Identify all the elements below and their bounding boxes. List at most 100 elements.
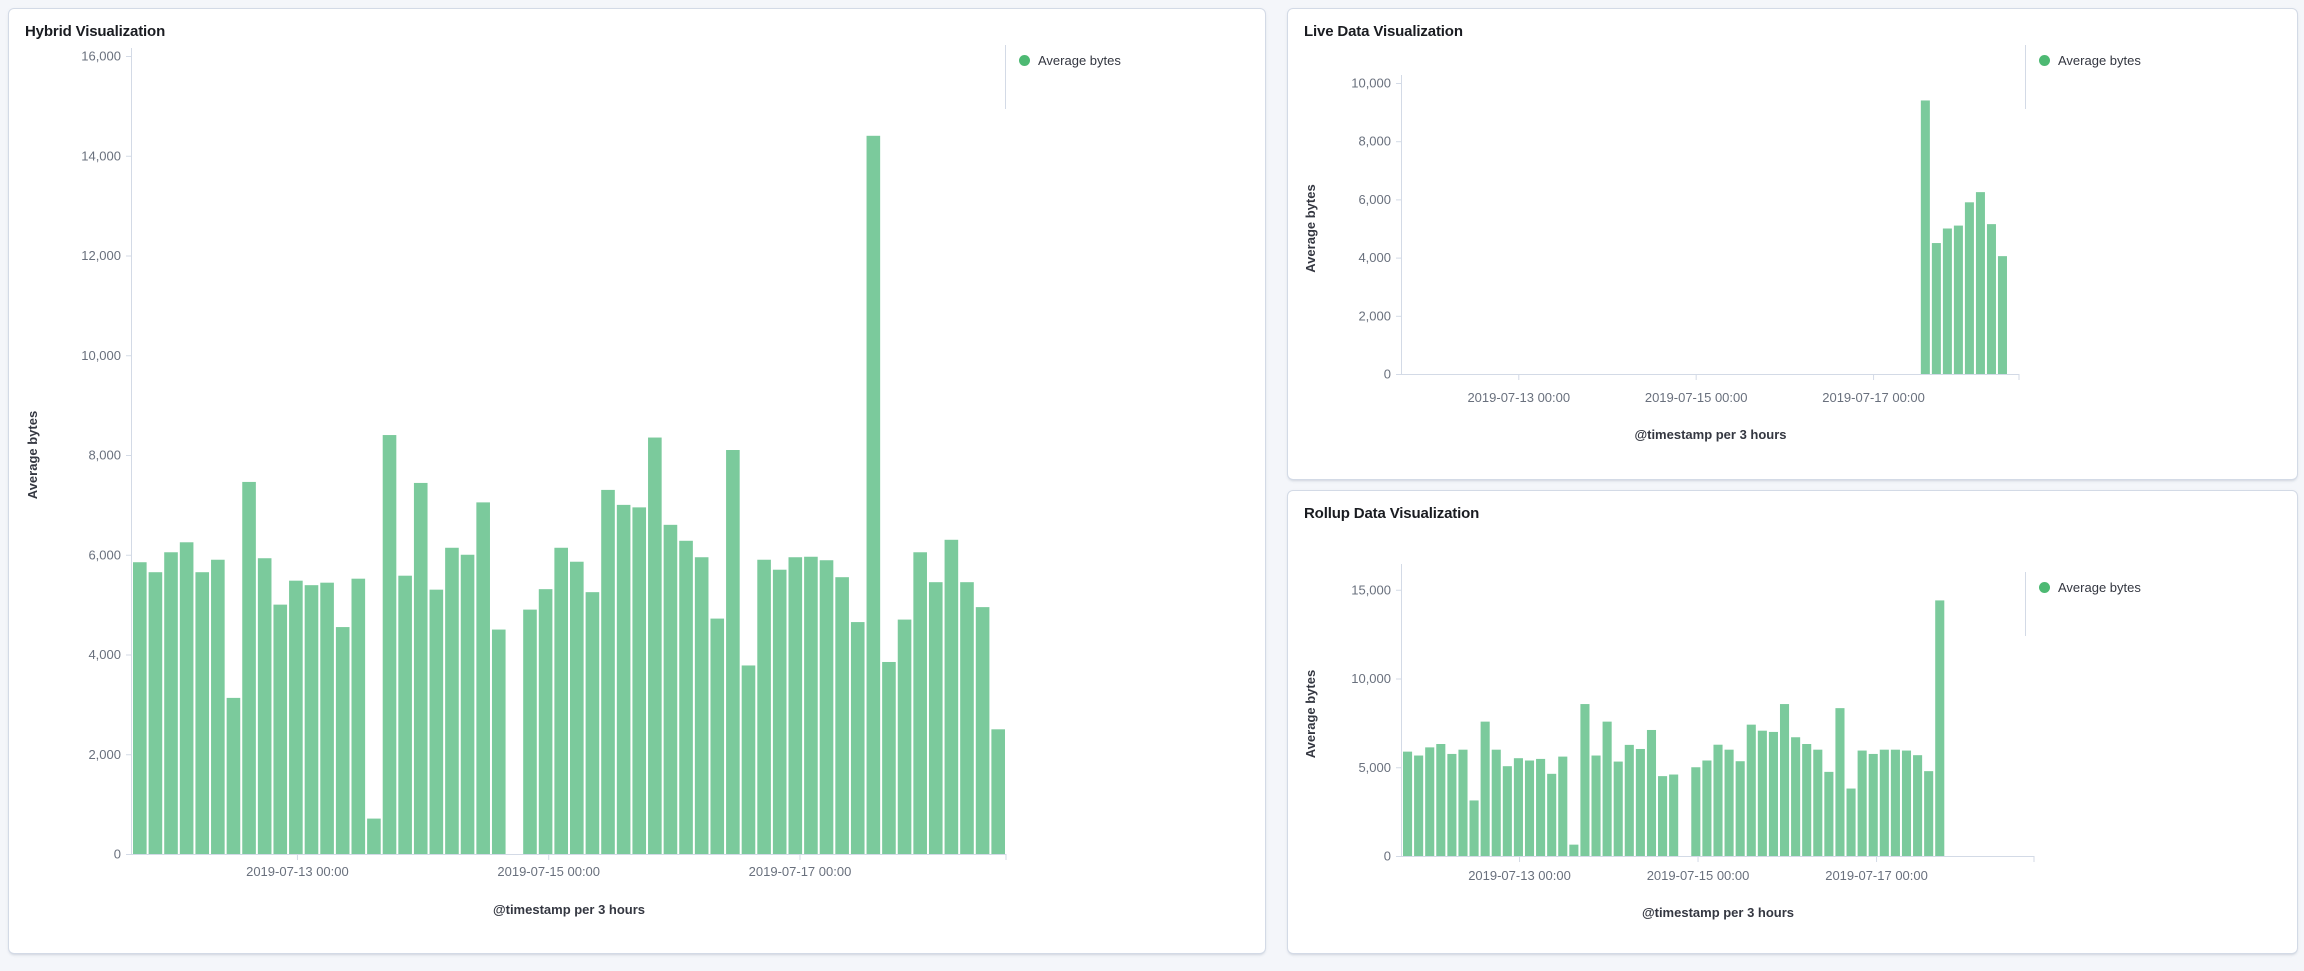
bar[interactable]: [1524, 760, 1535, 857]
bar[interactable]: [1824, 771, 1834, 857]
bar[interactable]: [304, 585, 319, 854]
bar[interactable]: [211, 559, 225, 854]
bar[interactable]: [1768, 731, 1778, 856]
bar[interactable]: [476, 502, 490, 854]
bar[interactable]: [570, 561, 584, 854]
bar[interactable]: [413, 482, 428, 854]
bar[interactable]: [1591, 755, 1601, 856]
bar[interactable]: [351, 578, 366, 854]
bar[interactable]: [1436, 744, 1446, 856]
bar[interactable]: [1602, 721, 1612, 856]
bar[interactable]: [960, 582, 974, 854]
bar[interactable]: [928, 582, 943, 854]
bar[interactable]: [1491, 749, 1501, 856]
bar[interactable]: [741, 665, 756, 854]
bar[interactable]: [632, 507, 647, 854]
bar[interactable]: [1964, 202, 1974, 374]
bar[interactable]: [1735, 761, 1745, 856]
bar[interactable]: [429, 589, 444, 854]
bar[interactable]: [1669, 774, 1679, 856]
bar[interactable]: [538, 589, 553, 854]
bar[interactable]: [1901, 750, 1912, 856]
bar[interactable]: [1447, 753, 1457, 856]
bar[interactable]: [1558, 756, 1568, 856]
bar[interactable]: [226, 697, 241, 854]
bar[interactable]: [554, 547, 568, 854]
bar[interactable]: [1924, 771, 1934, 856]
bar[interactable]: [164, 552, 178, 854]
bar[interactable]: [648, 437, 662, 854]
bar[interactable]: [179, 542, 194, 854]
bar[interactable]: [1403, 751, 1413, 856]
bar[interactable]: [913, 552, 927, 854]
bar[interactable]: [1646, 729, 1657, 856]
bar[interactable]: [1480, 721, 1490, 856]
bar[interactable]: [1913, 755, 1923, 856]
bar[interactable]: [1868, 753, 1878, 856]
bar[interactable]: [382, 435, 397, 854]
bar[interactable]: [1425, 747, 1435, 856]
bar[interactable]: [1713, 744, 1723, 856]
bar[interactable]: [1975, 192, 1985, 375]
bar[interactable]: [1857, 750, 1867, 856]
bar[interactable]: [1779, 704, 1790, 856]
bar[interactable]: [694, 557, 709, 854]
bar[interactable]: [679, 540, 693, 854]
legend[interactable]: Average bytes: [1005, 45, 1121, 109]
bar[interactable]: [788, 557, 803, 854]
bar[interactable]: [866, 135, 881, 855]
bar[interactable]: [523, 609, 537, 854]
bar[interactable]: [944, 539, 959, 854]
bar[interactable]: [1624, 744, 1634, 856]
hybrid-bar-chart[interactable]: 0 2,000 4,000 6,000 8,000 10,000 12,000 14,000 1…: [9, 9, 1265, 953]
bar[interactable]: [1414, 755, 1424, 856]
bar[interactable]: [242, 481, 256, 854]
legend[interactable]: Average bytes: [2025, 572, 2141, 636]
bar[interactable]: [1613, 761, 1623, 856]
bar[interactable]: [1635, 748, 1645, 856]
bar[interactable]: [1931, 243, 1941, 374]
live-data-bar-chart[interactable]: 0 2,000 4,000 6,000 8,000 10,000 2019-07-13 00…: [1288, 9, 2297, 479]
bar[interactable]: [897, 619, 912, 854]
bar[interactable]: [289, 580, 303, 854]
bar[interactable]: [1536, 758, 1546, 856]
bar[interactable]: [585, 592, 600, 854]
bar[interactable]: [1746, 724, 1756, 856]
bar[interactable]: [1513, 758, 1523, 856]
bar[interactable]: [1846, 788, 1856, 856]
bar[interactable]: [850, 622, 865, 854]
bar[interactable]: [320, 582, 334, 854]
bar[interactable]: [195, 572, 210, 854]
bar[interactable]: [772, 569, 787, 854]
bar[interactable]: [460, 554, 475, 854]
bar[interactable]: [1802, 744, 1812, 856]
bar[interactable]: [1580, 704, 1590, 856]
bar[interactable]: [335, 627, 350, 854]
bar[interactable]: [1702, 760, 1712, 857]
bar[interactable]: [835, 577, 849, 854]
bar[interactable]: [1920, 100, 1930, 375]
bar[interactable]: [710, 618, 725, 854]
bar[interactable]: [757, 559, 771, 854]
bar[interactable]: [1813, 749, 1823, 856]
bar[interactable]: [445, 547, 459, 854]
bar[interactable]: [882, 661, 896, 854]
bar[interactable]: [1691, 767, 1701, 856]
bar[interactable]: [491, 629, 506, 854]
bar[interactable]: [1547, 773, 1557, 856]
bar[interactable]: [1658, 776, 1668, 857]
bar[interactable]: [1879, 749, 1889, 856]
bar[interactable]: [1757, 730, 1767, 856]
bar[interactable]: [726, 450, 740, 854]
rollup-data-bar-chart[interactable]: 0 5,000 10,000 15,000 2019-07-13 00:00 2019-0…: [1288, 491, 2297, 953]
bar[interactable]: [663, 524, 678, 854]
bar[interactable]: [1724, 749, 1734, 856]
bar[interactable]: [1835, 708, 1845, 856]
bar[interactable]: [1935, 600, 1945, 856]
bar[interactable]: [273, 604, 288, 855]
bar[interactable]: [991, 729, 1005, 854]
legend[interactable]: Average bytes: [2025, 45, 2141, 109]
bar[interactable]: [1569, 844, 1579, 856]
bar[interactable]: [257, 558, 272, 854]
bar[interactable]: [148, 572, 163, 854]
